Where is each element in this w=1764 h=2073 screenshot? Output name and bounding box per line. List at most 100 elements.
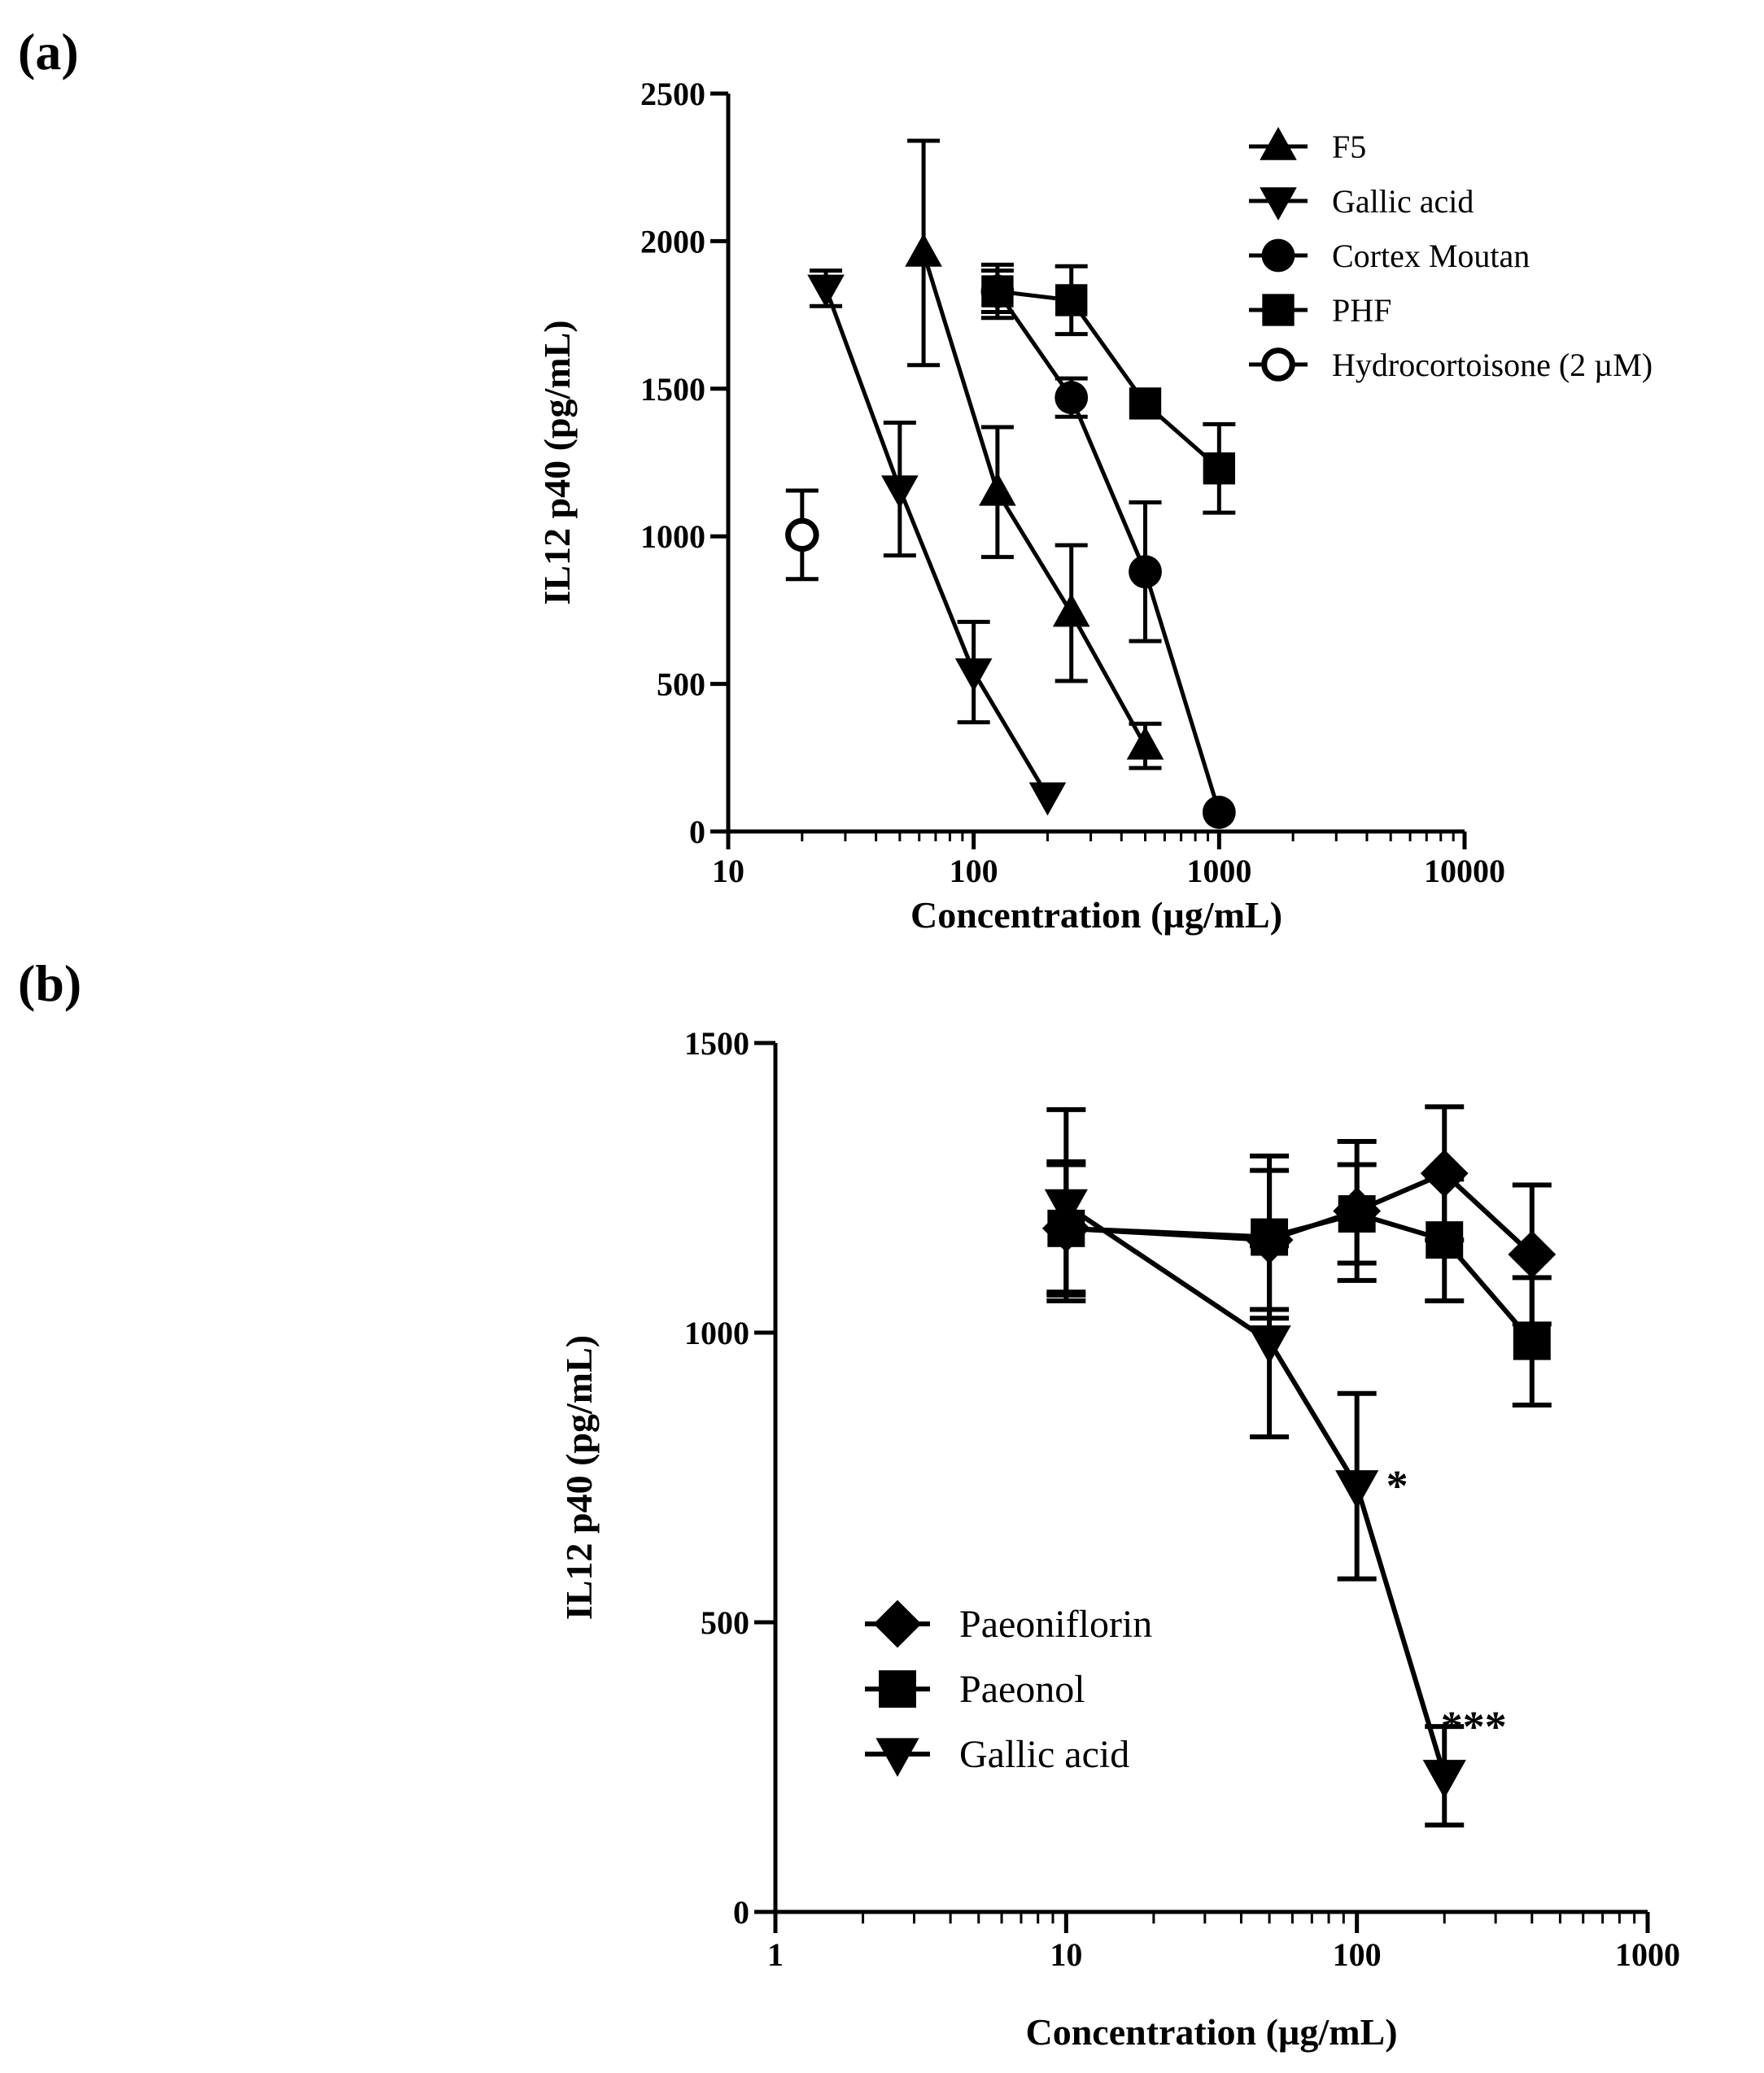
a-point-f5-shape	[1052, 593, 1090, 627]
a-legend-marker-shape	[1260, 187, 1297, 220]
b-y-tick-label: 500	[701, 1604, 749, 1641]
b-annotation: ***	[1441, 1703, 1507, 1752]
b-legend-item-paeoniflorin: Paeoniflorin	[865, 1599, 1152, 1648]
b-legend-marker	[873, 1599, 922, 1648]
a-point-phf	[1203, 452, 1236, 485]
b-x-axis-title: Concentration (µg/mL)	[1025, 2011, 1397, 2053]
b-y-axis-title: IL12 p40 (pg/mL)	[558, 1335, 600, 1620]
chart-b: 0 500 1000 1500 1 10 100 1000 Concentration (µg/…	[558, 1025, 1680, 2053]
b-point-paeonol-shape	[1426, 1221, 1464, 1259]
a-y-tick-label: 1500	[640, 371, 705, 408]
b-annotation: *	[1386, 1462, 1408, 1511]
a-point-hydrocortoisone-2-m	[785, 517, 819, 552]
b-legend-marker	[875, 1738, 919, 1777]
a-point-gallic-acid-shape	[881, 475, 919, 509]
panel-label-b: (b)	[18, 954, 81, 1012]
a-legend-marker	[1262, 294, 1295, 326]
a-y-tick-label: 2000	[640, 223, 705, 260]
b-y-tick-label: 0	[733, 1894, 749, 1931]
a-x-tick-label: 10000	[1424, 853, 1505, 889]
chart-a: 0 500 1000 1500 2000 2500 10 100 1000 10000 Concen…	[536, 76, 1653, 936]
a-y-tick-label: 500	[657, 666, 705, 703]
b-point-paeoniflorin-shape	[1420, 1149, 1469, 1198]
a-line-gallic-acid	[823, 287, 1050, 797]
b-x-tick-label: 1	[767, 1936, 784, 1973]
b-legend-marker-shape	[879, 1670, 916, 1708]
b-series-gallic-acid	[1044, 1106, 1466, 1828]
a-legend-marker-shape	[1262, 294, 1295, 326]
a-point-f5-shape	[979, 472, 1016, 506]
a-point-cortex-moutan-shape	[1054, 381, 1089, 415]
a-point-cortex-moutan	[1129, 555, 1162, 589]
b-point-gallic-acid-shape	[1422, 1760, 1466, 1799]
b-legend-marker	[879, 1670, 916, 1708]
a-point-gallic-acid-shape	[807, 274, 845, 308]
b-legend-label: Paeoniflorin	[959, 1603, 1152, 1646]
a-point-cortex-moutan	[1054, 381, 1089, 415]
b-point-paeonol	[1426, 1221, 1464, 1259]
a-point-cortex-moutan	[1202, 796, 1236, 829]
b-line-gallic-acid	[1064, 1202, 1447, 1777]
a-point-f5	[979, 472, 1016, 506]
a-series-phf	[980, 262, 1236, 515]
a-legend-marker-shape	[1261, 238, 1295, 273]
b-point-paeoniflorin	[1420, 1149, 1469, 1198]
a-point-gallic-acid-shape	[954, 658, 993, 692]
a-point-gallic-acid	[954, 658, 993, 692]
a-point-f5	[1052, 593, 1090, 627]
a-point-phf-shape	[1203, 452, 1236, 485]
a-point-gallic-acid	[807, 274, 845, 308]
b-legend-marker-shape	[875, 1738, 919, 1777]
a-point-f5-shape	[1126, 726, 1164, 760]
a-legend-marker	[1261, 347, 1295, 382]
b-series-paeonol	[1046, 1153, 1552, 1407]
b-y-tick-label: 1500	[684, 1025, 749, 1062]
a-point-f5	[905, 233, 942, 267]
b-point-paeonol	[1513, 1322, 1551, 1360]
b-point-gallic-acid	[1335, 1470, 1379, 1509]
a-legend-marker	[1260, 187, 1297, 220]
b-point-gallic-acid	[1247, 1325, 1291, 1364]
a-point-phf	[1055, 284, 1088, 316]
a-point-f5-shape	[905, 233, 942, 267]
b-legend-item-gallic-acid: Gallic acid	[865, 1733, 1129, 1777]
a-legend-item-cortex-moutan: Cortex Moutan	[1249, 238, 1530, 274]
a-series-cortex-moutan	[980, 268, 1236, 829]
a-point-cortex-moutan-shape	[1129, 555, 1162, 589]
a-legend-label: Gallic acid	[1332, 183, 1474, 220]
a-y-tick-label: 1000	[640, 518, 705, 555]
a-line-phf	[997, 289, 1220, 470]
b-legend-label: Paeonol	[959, 1668, 1085, 1711]
a-point-gallic-acid-shape	[1028, 782, 1067, 816]
a-y-axis-title: IL12 p40 (pg/mL)	[536, 320, 578, 604]
a-point-phf	[981, 275, 1014, 308]
b-x-tick-label: 100	[1333, 1936, 1382, 1973]
a-x-tick-label: 10	[712, 853, 744, 889]
a-legend-item-hydrocortoisone-2-m: Hydrocortoisone (2 µM)	[1249, 347, 1653, 383]
a-point-f5	[1126, 726, 1164, 760]
a-x-axis-title: Concentration (µg/mL)	[910, 894, 1282, 936]
a-point-gallic-acid	[881, 475, 919, 509]
panel-label-a: (a)	[18, 23, 79, 81]
a-legend-marker-shape	[1261, 347, 1295, 382]
b-point-paeonol-shape	[1338, 1195, 1376, 1233]
a-legend-label: F5	[1332, 129, 1366, 165]
a-legend-marker	[1260, 127, 1297, 160]
b-point-paeonol-shape	[1513, 1322, 1551, 1360]
a-series-hydrocortoisone-2-m	[785, 488, 819, 582]
b-legend-label: Gallic acid	[959, 1733, 1129, 1776]
b-y-tick-label: 1000	[684, 1315, 749, 1351]
b-legend-marker-shape	[873, 1599, 922, 1648]
a-legend-item-f5: F5	[1249, 127, 1366, 165]
a-legend-label: PHF	[1332, 292, 1391, 329]
a-legend-label: Cortex Moutan	[1332, 238, 1530, 274]
a-legend-item-gallic-acid: Gallic acid	[1249, 183, 1474, 220]
b-point-gallic-acid-shape	[1335, 1470, 1379, 1509]
b-point-gallic-acid-shape	[1044, 1189, 1088, 1229]
b-series-paeoniflorin	[1041, 1104, 1557, 1327]
a-line-cortex-moutan	[995, 290, 1221, 814]
a-legend-item-phf: PHF	[1249, 292, 1391, 329]
a-point-phf-shape	[1129, 387, 1162, 420]
a-point-phf	[1129, 387, 1162, 420]
